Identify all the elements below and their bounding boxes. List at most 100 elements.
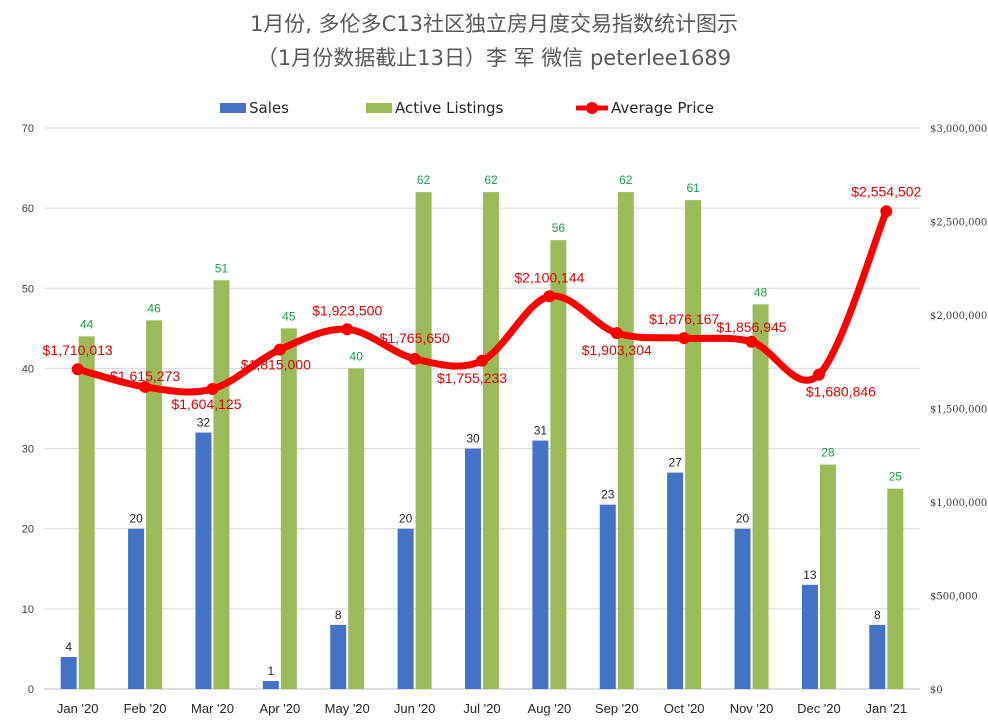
sales-bar (60, 656, 77, 689)
active-listings-bar (348, 368, 365, 689)
active-listings-bar (415, 192, 432, 689)
x-tick-label: Sep '20 (595, 701, 639, 716)
sales-data-label: 13 (803, 568, 817, 582)
x-tick-label: Nov '20 (730, 701, 774, 716)
average-price-point (610, 327, 623, 340)
legend-swatch-sales (220, 103, 246, 113)
average-price-data-label: $1,903,304 (582, 342, 652, 358)
sales-bar (195, 432, 212, 689)
sales-data-label: 30 (466, 432, 480, 446)
x-tick-label: Jan '21 (866, 701, 908, 716)
x-tick-label: Feb '20 (124, 701, 167, 716)
sales-data-label: 20 (399, 512, 413, 526)
average-price-point (408, 352, 421, 365)
sales-bar (734, 528, 751, 689)
grid-layer (44, 127, 920, 690)
legend-label-sales: Sales (249, 99, 289, 117)
active-listings-data-label: 28 (821, 446, 835, 460)
y-left-tick-label: 0 (28, 684, 34, 696)
legend-swatch-active-listings (366, 103, 392, 113)
average-price-data-label: $1,923,500 (312, 302, 382, 318)
average-price-data-label: $2,554,502 (851, 183, 921, 199)
sales-bar (599, 504, 616, 689)
axis-layer: 0 10 20 30 40 50 60 70 $0 $500,000 $1,000,000 $1,50… (22, 123, 988, 716)
sales-data-label: 31 (534, 424, 548, 438)
x-tick-label: Dec '20 (797, 701, 841, 716)
bar-layer (60, 192, 904, 689)
average-price-data-label: $1,815,000 (241, 357, 311, 373)
average-price-data-label: $1,765,650 (380, 330, 450, 346)
y-left-tick-label: 30 (22, 444, 34, 456)
sales-data-label: 32 (197, 416, 211, 430)
average-price-data-label: $1,604,125 (171, 396, 241, 412)
chart-subtitle: （1月份数据截止13日）李 军 微信 peterlee1689 (256, 46, 732, 70)
x-tick-label: Oct '20 (664, 701, 705, 716)
active-listings-bar (617, 192, 634, 689)
y-right-tick-label: $500,000 (930, 592, 978, 603)
legend: Sales Active Listings Average Price (0, 99, 988, 121)
average-price-point (206, 383, 219, 396)
y-right-tick-label: $3,000,000 (930, 124, 987, 135)
sales-bar (128, 528, 145, 689)
sales-bar (869, 624, 886, 689)
sales-data-label: 8 (874, 608, 881, 622)
active-listings-bar (78, 336, 95, 689)
y-right-tick-label: $1,000,000 (930, 498, 987, 509)
sales-bar (532, 440, 549, 689)
x-tick-label: Jun '20 (394, 701, 436, 716)
y-right-tick-label: $0 (930, 685, 943, 696)
label-layer: 4442046325114584020623062315623622761204… (43, 173, 922, 678)
sales-data-label: 8 (335, 608, 342, 622)
x-tick-label: Jul '20 (463, 701, 500, 716)
sales-data-label: 4 (65, 640, 72, 654)
average-price-data-label: $1,680,846 (806, 384, 876, 400)
y-right-tick-label: $1,500,000 (930, 405, 987, 416)
sales-data-label: 23 (601, 488, 615, 502)
average-price-data-label: $1,710,013 (43, 342, 113, 358)
y-left-tick-label: 70 (22, 123, 34, 135)
active-listings-data-label: 25 (889, 470, 903, 484)
active-listings-data-label: 48 (754, 285, 768, 299)
average-price-data-label: $1,876,167 (649, 311, 719, 327)
sales-data-label: 20 (736, 512, 750, 526)
y-left-tick-label: 60 (22, 203, 34, 215)
legend-item-average-price: Average Price (576, 99, 714, 117)
legend-item-sales: Sales (220, 99, 289, 117)
active-listings-data-label: 44 (80, 317, 94, 331)
legend-item-active-listings: Active Listings (366, 99, 503, 117)
active-listings-data-label: 62 (417, 173, 431, 187)
y-left-tick-label: 20 (22, 524, 34, 536)
average-price-data-label: $1,755,233 (437, 370, 507, 386)
sales-bar (330, 624, 347, 689)
average-price-point (678, 332, 691, 345)
y-right-tick-label: $2,000,000 (930, 311, 987, 322)
average-price-data-label: $1,856,945 (716, 319, 786, 335)
y-left-tick-label: 50 (22, 283, 34, 295)
x-tick-label: Jan '20 (57, 701, 99, 716)
sales-data-label: 27 (668, 456, 682, 470)
active-listings-data-label: 56 (552, 221, 566, 235)
average-price-data-label: $1,615,273 (110, 368, 180, 384)
average-price-point (341, 323, 354, 336)
active-listings-bar (685, 200, 702, 689)
active-listings-data-label: 45 (282, 309, 296, 323)
legend-label-average-price: Average Price (611, 99, 714, 117)
line-layer (71, 205, 893, 396)
active-listings-data-label: 40 (350, 349, 364, 363)
average-price-point (273, 343, 286, 356)
active-listings-data-label: 62 (484, 173, 498, 187)
x-tick-label: Mar '20 (191, 701, 234, 716)
active-listings-data-label: 61 (686, 181, 700, 195)
average-price-point (476, 354, 488, 367)
active-listings-bar (483, 192, 499, 689)
sales-data-label: 20 (129, 512, 143, 526)
y-right-tick-label: $2,500,000 (930, 218, 987, 229)
sales-bar (801, 584, 818, 689)
sales-data-label: 1 (268, 664, 275, 678)
average-price-point (543, 290, 556, 303)
legend-swatch-average-price (576, 102, 608, 114)
active-listings-data-label: 51 (215, 261, 229, 275)
y-left-tick-label: 10 (22, 604, 34, 616)
